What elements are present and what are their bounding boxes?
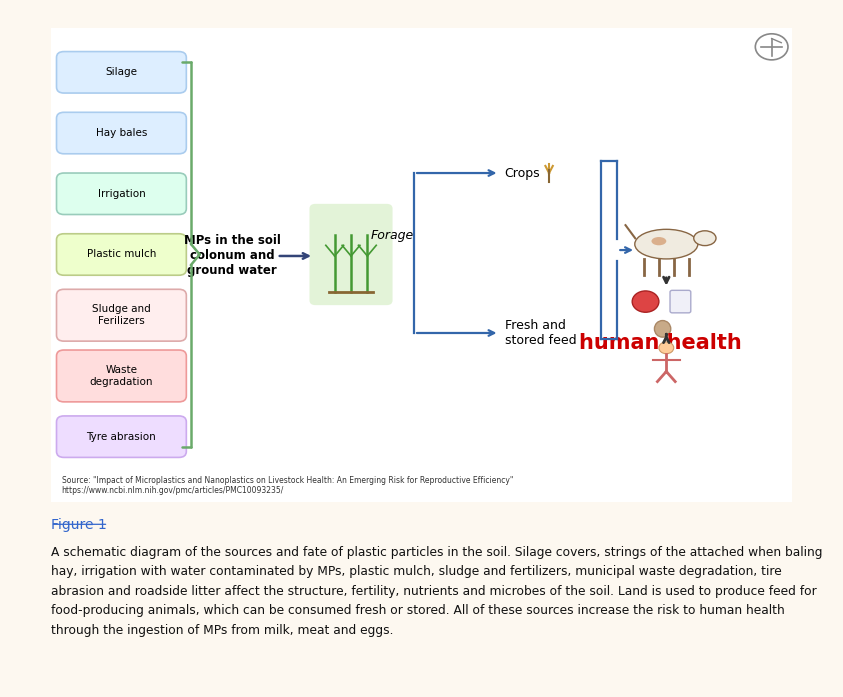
FancyBboxPatch shape — [56, 173, 186, 215]
Ellipse shape — [652, 237, 666, 245]
FancyBboxPatch shape — [48, 26, 795, 504]
Text: Source: "Impact of Microplastics and Nanoplastics on Livestock Health: An Emergi: Source: "Impact of Microplastics and Nan… — [62, 475, 513, 495]
Circle shape — [659, 342, 674, 354]
Text: Crops: Crops — [505, 167, 540, 180]
Text: Plastic mulch: Plastic mulch — [87, 250, 156, 259]
Text: Hay bales: Hay bales — [96, 128, 148, 138]
Ellipse shape — [635, 229, 698, 259]
FancyBboxPatch shape — [56, 416, 186, 457]
FancyBboxPatch shape — [309, 204, 393, 305]
Text: human health: human health — [579, 333, 742, 353]
Ellipse shape — [694, 231, 716, 245]
Text: MPs in the soil
colonum and
ground water: MPs in the soil colonum and ground water — [184, 234, 281, 277]
FancyBboxPatch shape — [56, 52, 186, 93]
Text: Irrigation: Irrigation — [98, 189, 145, 199]
Text: Forage: Forage — [370, 229, 413, 242]
Text: Figure 1: Figure 1 — [51, 518, 106, 532]
Text: Fresh and
stored feed: Fresh and stored feed — [505, 319, 577, 347]
FancyBboxPatch shape — [670, 291, 690, 313]
Circle shape — [632, 291, 659, 312]
FancyBboxPatch shape — [56, 112, 186, 154]
Ellipse shape — [654, 321, 671, 337]
Circle shape — [755, 34, 788, 60]
Text: Sludge and
Ferilizers: Sludge and Ferilizers — [92, 305, 151, 326]
Text: Tyre abrasion: Tyre abrasion — [87, 431, 156, 442]
FancyBboxPatch shape — [56, 233, 186, 275]
FancyBboxPatch shape — [56, 289, 186, 341]
Text: Waste
degradation: Waste degradation — [89, 365, 153, 387]
FancyBboxPatch shape — [56, 350, 186, 402]
Text: Silage: Silage — [105, 68, 137, 77]
Text: A schematic diagram of the sources and fate of plastic particles in the soil. Si: A schematic diagram of the sources and f… — [51, 546, 822, 636]
